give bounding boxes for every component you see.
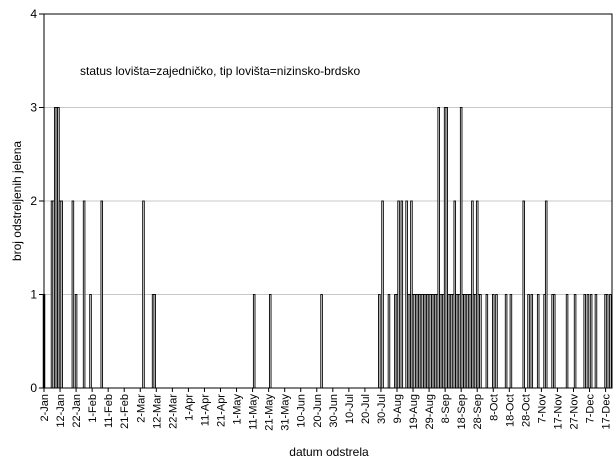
x-tick-label: 7-Nov	[536, 394, 548, 424]
x-tick-labels: 2-Jan 12-Jan 22-Jan 1-Feb 11-Feb 21-Feb 2-Mar 1…	[39, 394, 613, 431]
y-tick-labels: 0 1 2 3 4	[30, 7, 37, 395]
x-tick-label: 12-Jan	[55, 394, 67, 428]
bar	[509, 294, 513, 389]
x-tick-label: 28-Oct	[520, 394, 532, 427]
bar	[527, 294, 530, 389]
x-tick-label: 30-Jun	[328, 394, 340, 428]
bar	[153, 294, 156, 389]
bar	[142, 200, 145, 389]
chart-annotation: status lovišta=zajedničko, tip lovišta=n…	[80, 64, 360, 78]
bars	[42, 107, 612, 389]
bar	[609, 294, 612, 389]
bar	[485, 294, 489, 389]
x-tick-label: 12-Mar	[151, 394, 163, 429]
bar	[378, 294, 381, 389]
bar	[594, 294, 598, 389]
x-tick-label: 21-Apr	[215, 394, 227, 427]
x-tick-label: 21-May	[264, 394, 276, 431]
x-tick-label: 7-Dec	[585, 394, 597, 424]
bar	[82, 200, 86, 389]
axes	[39, 13, 613, 392]
bar	[552, 294, 556, 389]
bar	[536, 294, 540, 389]
x-tick-label: 28-Sep	[472, 394, 484, 429]
x-tick-label: 18-Oct	[504, 394, 516, 427]
bar	[400, 200, 404, 389]
x-tick-label: 17-Nov	[552, 394, 564, 430]
x-tick-label: 19-Aug	[408, 394, 420, 429]
x-tick-label: 21-Feb	[119, 394, 131, 429]
x-tick-label: 29-Aug	[424, 394, 436, 429]
x-tick-label: 10-Jun	[296, 394, 308, 428]
bar	[565, 294, 569, 389]
x-axis-label: datum odstrela	[289, 445, 369, 459]
bar	[74, 294, 78, 389]
bar	[268, 294, 272, 389]
bar	[479, 294, 482, 389]
x-tick-label: 1-May	[232, 394, 244, 425]
x-tick-label: 10-Jul	[344, 394, 356, 424]
bar	[530, 294, 534, 389]
x-tick-label: 1-Apr	[183, 394, 195, 421]
y-tick-label: 3	[30, 101, 37, 115]
y-tick-label: 2	[30, 194, 37, 208]
grid	[44, 107, 612, 295]
y-tick-label: 0	[30, 381, 37, 395]
x-tick-label: 11-Apr	[199, 394, 211, 427]
bar	[544, 200, 548, 389]
x-tick-label: 18-Sep	[456, 394, 468, 429]
bar	[522, 200, 526, 389]
x-tick-label: 8-Sep	[440, 394, 452, 423]
x-tick-label: 31-May	[280, 394, 292, 431]
bar	[71, 200, 75, 389]
x-tick-label: 27-Nov	[568, 394, 580, 430]
x-tick-label: 2-Mar	[135, 394, 147, 423]
bar	[89, 294, 92, 389]
x-tick-label: 11-May	[248, 394, 260, 430]
x-tick-label: 22-Jan	[71, 394, 83, 428]
y-tick-label: 1	[30, 288, 37, 302]
x-tick-label: 30-Jul	[376, 394, 388, 424]
x-tick-label: 1-Feb	[87, 394, 99, 423]
bar	[381, 200, 384, 389]
bar	[492, 294, 495, 389]
y-axis-label: broj odstreljenih jelena	[10, 141, 24, 261]
bar	[583, 294, 586, 389]
x-tick-label: 20-Jul	[360, 394, 372, 424]
x-tick-label: 20-Jun	[312, 394, 324, 428]
bar	[495, 294, 498, 389]
bar	[60, 200, 63, 389]
x-tick-label: 22-Mar	[167, 394, 179, 429]
bar	[100, 200, 104, 389]
bar	[320, 294, 323, 389]
x-tick-label: 17-Dec	[601, 394, 613, 430]
bar	[504, 294, 508, 389]
y-tick-label: 4	[30, 7, 37, 21]
bar	[589, 294, 593, 389]
bar	[397, 200, 400, 389]
x-tick-label: 2-Jan	[39, 394, 51, 422]
bar	[387, 294, 391, 389]
x-tick-label: 8-Oct	[488, 394, 500, 421]
bar	[573, 294, 577, 389]
bar	[252, 294, 256, 389]
x-tick-label: 9-Aug	[392, 394, 404, 423]
bar	[586, 294, 590, 389]
x-tick-label: 11-Feb	[103, 394, 115, 428]
bar	[605, 294, 609, 389]
